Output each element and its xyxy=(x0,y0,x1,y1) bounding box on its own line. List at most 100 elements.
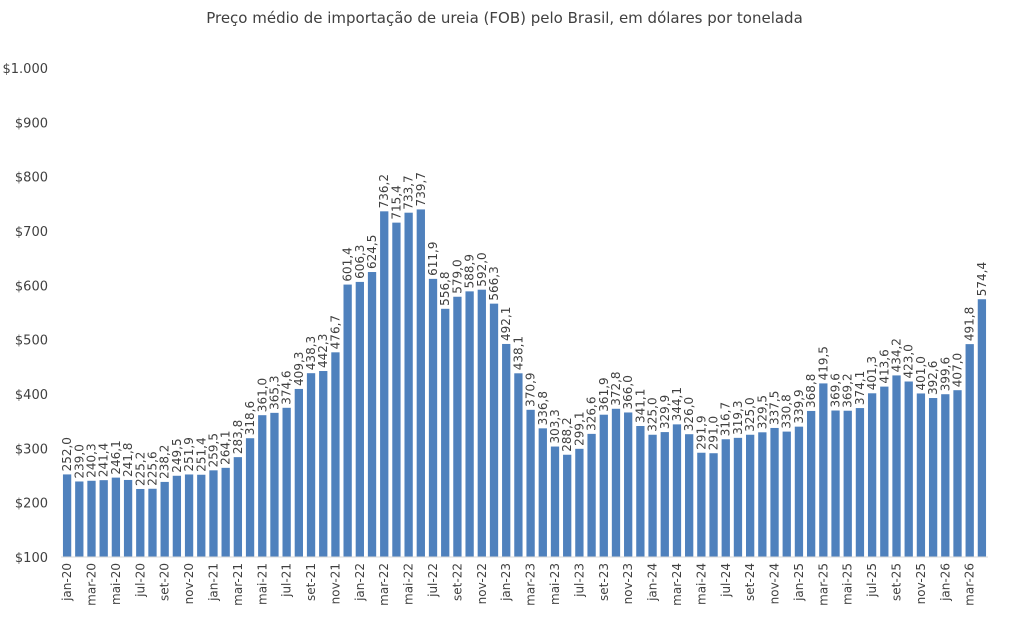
bar xyxy=(587,433,596,557)
x-tick-label: set-20 xyxy=(158,563,172,601)
bar xyxy=(367,272,377,557)
data-label: 316,7 xyxy=(719,402,733,436)
bar xyxy=(160,481,169,557)
data-label: 326,6 xyxy=(585,397,599,431)
data-label: 399,6 xyxy=(938,357,952,391)
data-label: 238,2 xyxy=(158,445,172,479)
bar xyxy=(428,278,438,557)
x-tick-label: nov-22 xyxy=(475,563,489,604)
x-tick-label: nov-20 xyxy=(182,563,196,604)
y-tick-label: $500 xyxy=(15,334,48,349)
bar xyxy=(746,434,755,557)
data-label: 249,5 xyxy=(170,438,184,472)
bar xyxy=(941,394,950,557)
bar xyxy=(672,424,682,557)
data-label: 374,1 xyxy=(853,371,867,405)
data-label: 438,3 xyxy=(304,336,318,370)
y-tick-label: $100 xyxy=(15,551,48,566)
bar xyxy=(319,371,328,557)
y-tick-label: $800 xyxy=(15,171,48,186)
data-label: 409,3 xyxy=(292,352,306,386)
x-tick-label: mai-22 xyxy=(402,563,416,605)
x-tick-label: jul-23 xyxy=(572,563,586,598)
bar xyxy=(172,475,182,557)
bar xyxy=(245,438,255,557)
x-tick-label: set-24 xyxy=(743,563,757,601)
x-tick-label: jan-26 xyxy=(938,563,952,602)
data-labels: 252,0239,0240,3241,4246,1241,8225,2225,6… xyxy=(60,172,989,486)
bar xyxy=(831,410,840,557)
data-label: 240,3 xyxy=(84,443,98,477)
y-tick-label: $900 xyxy=(15,116,48,131)
data-label: 299,1 xyxy=(572,411,586,445)
data-label: 423,0 xyxy=(902,344,916,378)
x-tick-label: jan-20 xyxy=(60,563,74,602)
data-label: 291,9 xyxy=(694,415,708,449)
bar xyxy=(965,344,974,557)
bar xyxy=(953,390,962,557)
data-label: 291,0 xyxy=(707,416,721,450)
bar xyxy=(111,477,121,557)
bar xyxy=(477,289,486,557)
bars xyxy=(62,209,987,557)
bar xyxy=(502,343,511,557)
bar xyxy=(758,432,767,557)
bar xyxy=(258,415,267,557)
bar xyxy=(563,454,572,557)
data-label: 476,7 xyxy=(328,315,342,349)
bar xyxy=(123,479,133,557)
x-tick-label: jul-24 xyxy=(719,563,733,598)
x-tick-label: mar-21 xyxy=(231,563,245,606)
y-tick-label: $700 xyxy=(15,225,48,240)
bar xyxy=(855,408,865,557)
data-label: 344,1 xyxy=(670,387,684,421)
data-label: 288,2 xyxy=(560,417,574,451)
bar xyxy=(550,446,560,557)
x-tick-label: nov-24 xyxy=(768,563,782,604)
bar xyxy=(794,426,804,557)
bar xyxy=(221,467,230,557)
x-tick-label: nov-21 xyxy=(328,563,342,604)
x-tick-label: jul-25 xyxy=(865,563,879,598)
x-tick-label: nov-23 xyxy=(621,563,635,604)
x-tick-label: mai-20 xyxy=(109,563,123,605)
bar xyxy=(526,409,535,557)
data-label: 225,6 xyxy=(145,451,159,485)
bar xyxy=(928,398,938,557)
data-label: 401,3 xyxy=(865,356,879,390)
data-label: 374,6 xyxy=(280,370,294,404)
x-tick-label: set-25 xyxy=(890,563,904,601)
data-label: 330,8 xyxy=(780,394,794,428)
x-tick-label: mar-24 xyxy=(670,563,684,606)
bar xyxy=(660,432,669,557)
data-label: 413,6 xyxy=(877,349,891,383)
data-label: 566,3 xyxy=(487,266,501,300)
bar xyxy=(770,427,779,557)
data-label: 264,1 xyxy=(219,430,233,464)
bar xyxy=(599,414,608,557)
data-label: 283,8 xyxy=(231,420,245,454)
bar xyxy=(270,412,279,557)
bar xyxy=(538,428,547,557)
bar xyxy=(916,393,926,557)
data-label: 715,4 xyxy=(389,185,403,219)
data-label: 592,0 xyxy=(475,252,489,286)
bar xyxy=(197,474,206,557)
data-label: 318,6 xyxy=(243,401,257,435)
y-tick-label: $400 xyxy=(15,388,48,403)
data-label: 241,4 xyxy=(97,443,111,477)
x-tick-label: mar-26 xyxy=(963,563,977,606)
bar xyxy=(136,488,145,557)
data-label: 492,1 xyxy=(499,307,513,341)
bar xyxy=(392,222,401,557)
y-axis: $100 $200 $300 $400 $500 $600 $700 $800 $900 $1.0… xyxy=(3,62,49,566)
bar xyxy=(99,480,108,557)
bar xyxy=(867,393,877,557)
data-label: 556,8 xyxy=(438,271,452,305)
data-label: 369,2 xyxy=(841,373,855,407)
bar xyxy=(819,383,828,557)
bar xyxy=(465,291,474,557)
data-label: 438,1 xyxy=(511,336,525,370)
data-label: 739,7 xyxy=(414,172,428,206)
